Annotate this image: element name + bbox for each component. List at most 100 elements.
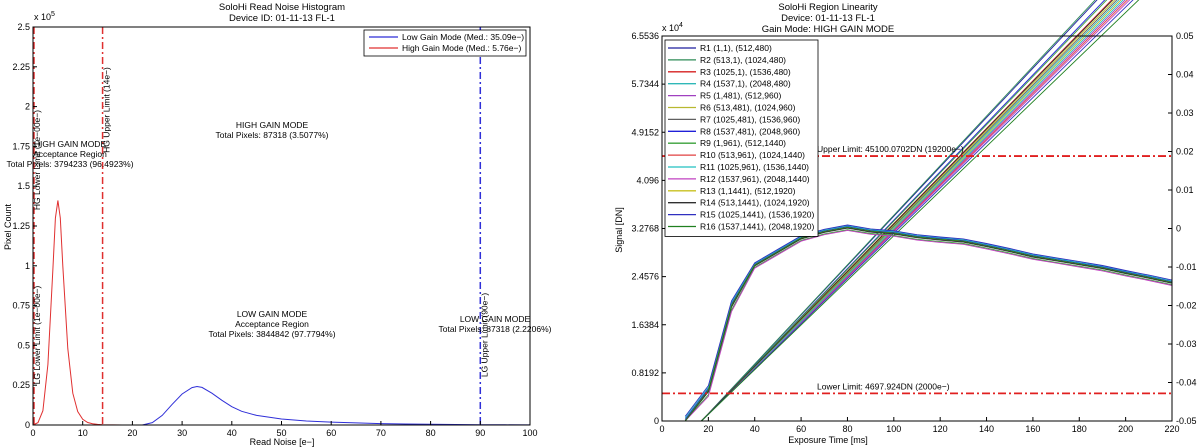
lin-x-tick-label: 200 bbox=[1118, 424, 1133, 434]
lin-x-tick-label: 80 bbox=[842, 424, 852, 434]
lin-residual-8 bbox=[684, 226, 1173, 420]
lin-y-tick-label: 2.4576 bbox=[631, 272, 659, 282]
lin-residual-5 bbox=[684, 227, 1173, 422]
hist-y-tick-label: 0.5 bbox=[17, 340, 30, 350]
lin-y2-tick-label: -0.03 bbox=[1176, 339, 1197, 349]
lin-residual-12 bbox=[684, 229, 1173, 422]
lin-subtitle-2: Gain Mode: HIGH GAIN MODE bbox=[762, 24, 895, 35]
lin-x-tick-label: 120 bbox=[933, 424, 948, 434]
hist-annotation-3: LOW GAIN MODE Acceptance Region Total Pixe… bbox=[208, 309, 335, 339]
lin-legend-label: R5 (1,481), (512,960) bbox=[700, 91, 781, 101]
lin-legend-label: R12 (1537,961), (2048,1440) bbox=[700, 174, 810, 184]
lin-legend-label: R9 (1,961), (512,1440) bbox=[700, 138, 786, 148]
lin-subtitle: Device: 01-11-13 FL-1 bbox=[781, 13, 875, 24]
hg-lower-limit-label: HG Lower Limit (1e−00e−) bbox=[32, 110, 42, 210]
lin-legend-label: R4 (1537,1), (2048,480) bbox=[700, 79, 791, 89]
lin-y-tick-label: 0 bbox=[654, 416, 659, 426]
read-noise-histogram: SoloHi Read Noise Histogram Device ID: 0… bbox=[3, 2, 552, 447]
lin-residual-3 bbox=[684, 226, 1173, 422]
hist-legend-label: Low Gain Mode (Med.: 35.09e−) bbox=[402, 32, 524, 42]
lin-x-tick-label: 0 bbox=[659, 424, 664, 434]
lin-legend-label: R1 (1,1), (512,480) bbox=[700, 43, 772, 53]
lin-y-tick-label: 1.6384 bbox=[631, 320, 659, 330]
lin-y2-tick-label: -0.05 bbox=[1176, 416, 1197, 426]
lg-lower-limit-label: LG Lower Limit (1e−00e−) bbox=[32, 285, 42, 384]
hist-annotation-4: LOW GAIN MODE Total Pixels: 87318 (2.2206… bbox=[439, 314, 552, 334]
lin-legend-label: R8 (1537,481), (2048,960) bbox=[700, 126, 800, 136]
hist-x-tick-label: 90 bbox=[475, 428, 485, 438]
hist-title: SoloHi Read Noise Histogram bbox=[219, 2, 345, 13]
lower-limit-label: Lower Limit: 4697.924DN (2000e−) bbox=[817, 381, 950, 391]
hist-y-exponent: x 105 bbox=[34, 11, 55, 22]
lin-y-exponent: x 104 bbox=[662, 22, 683, 33]
lin-fit-11 bbox=[701, 0, 1124, 422]
hist-annotation-1: HIGH GAIN MODE Acceptance Region Total Pix… bbox=[6, 139, 133, 169]
hist-y-tick-label: 0.25 bbox=[12, 380, 30, 390]
lin-y2-tick-label: 0 bbox=[1176, 224, 1181, 234]
lin-residual-13 bbox=[684, 226, 1173, 422]
hist-x-tick-label: 50 bbox=[276, 428, 286, 438]
lin-x-tick-label: 160 bbox=[1025, 424, 1040, 434]
lin-legend-label: R6 (513,481), (1024,960) bbox=[700, 103, 796, 113]
lin-x-tick-label: 180 bbox=[1072, 424, 1087, 434]
hist-x-tick-label: 80 bbox=[426, 428, 436, 438]
lin-x-tick-label: 140 bbox=[979, 424, 994, 434]
lin-residual-10 bbox=[684, 226, 1173, 422]
lin-legend: R1 (1,1), (512,480) R2 (513,1), (1024,480… bbox=[664, 39, 819, 237]
lin-fit-16 bbox=[701, 0, 1140, 422]
lin-residual-7 bbox=[684, 226, 1173, 422]
lin-x-tick-label: 20 bbox=[703, 424, 713, 434]
hist-x-tick-label: 10 bbox=[78, 428, 88, 438]
lin-legend-label: R15 (1025,1441), (1536,1920) bbox=[700, 210, 815, 220]
hist-legend-box bbox=[363, 29, 527, 57]
lin-fit-15 bbox=[701, 0, 1134, 422]
hist-x-tick-label: 40 bbox=[227, 428, 237, 438]
lin-y-tick-label: 3.2768 bbox=[631, 224, 659, 234]
lin-y-tick-label: 4.096 bbox=[636, 175, 659, 185]
lin-y2-tick-label: 0.01 bbox=[1176, 185, 1194, 195]
hist-x-tick-label: 0 bbox=[30, 428, 35, 438]
lin-residual-9 bbox=[684, 229, 1173, 422]
lin-legend-label: R16 (1537,1441), (2048,1920) bbox=[700, 222, 815, 232]
hist-y-tick-label: 1 bbox=[25, 261, 30, 271]
lin-legend-label: R10 (513,961), (1024,1440) bbox=[700, 150, 805, 160]
lin-legend-label: R14 (513,1441), (1024,1920) bbox=[700, 198, 810, 208]
lin-residual-11 bbox=[684, 225, 1173, 419]
lin-y2-tick-label: 0.04 bbox=[1176, 70, 1194, 80]
hg-upper-limit-label: HG Upper Limit (14e−) bbox=[102, 67, 112, 153]
lin-y2-tick-label: 0.03 bbox=[1176, 108, 1194, 118]
hist-series-low-gain bbox=[142, 385, 531, 426]
hist-y-tick-label: 2.5 bbox=[17, 22, 30, 32]
lin-residual-14 bbox=[684, 227, 1173, 422]
lin-legend-label: R7 (1025,481), (1536,960) bbox=[700, 114, 800, 124]
hist-ylabel: Pixel Count bbox=[3, 203, 13, 250]
region-linearity: SoloHi Region Linearity Device: 01-11-13… bbox=[614, 0, 1197, 445]
lin-x-tick-label: 60 bbox=[796, 424, 806, 434]
lin-x-tick-label: 40 bbox=[750, 424, 760, 434]
hist-y-tick-label: 0 bbox=[25, 420, 30, 430]
lin-x-tick-label: 100 bbox=[886, 424, 901, 434]
lin-fit-9 bbox=[701, 0, 1108, 422]
lin-residual-15 bbox=[684, 224, 1173, 417]
hist-x-tick-label: 70 bbox=[376, 428, 386, 438]
hist-x-tick-label: 60 bbox=[326, 428, 336, 438]
upper-limit-label: Upper Limit: 45100.0702DN (19200e−) bbox=[817, 144, 964, 154]
lin-y2-tick-label: -0.01 bbox=[1176, 262, 1197, 272]
lin-y2-tick-label: -0.02 bbox=[1176, 301, 1197, 311]
lin-residual-1 bbox=[684, 226, 1173, 422]
lin-y2-tick-label: 0.02 bbox=[1176, 147, 1194, 157]
lin-y2-tick-label: 0.05 bbox=[1176, 31, 1194, 41]
lin-legend-box bbox=[664, 39, 819, 237]
hist-subtitle: Device ID: 01-11-13 FL-1 bbox=[229, 13, 335, 24]
hist-legend: Low Gain Mode (Med.: 35.09e−)High Gain M… bbox=[363, 29, 527, 57]
lin-fit-2 bbox=[701, 0, 1096, 422]
lin-x-tick-label: 220 bbox=[1164, 424, 1179, 434]
lin-residual-16 bbox=[684, 226, 1173, 422]
hist-xlabel: Read Noise [e−] bbox=[250, 437, 315, 447]
hist-annotation-2: HIGH GAIN MODE Total Pixels: 87318 (3.507… bbox=[216, 120, 329, 140]
lg-upper-limit-label: LG Upper Limit (90e−) bbox=[479, 293, 489, 377]
lin-fit-14 bbox=[701, 0, 1114, 422]
lin-legend-label: R2 (513,1), (1024,480) bbox=[700, 55, 786, 65]
hist-y-tick-label: 2 bbox=[25, 102, 30, 112]
